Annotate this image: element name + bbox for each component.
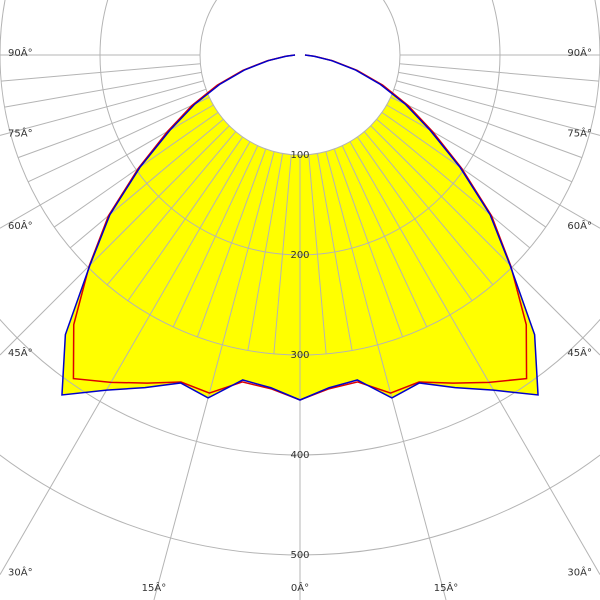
- intensity-curve: [61, 54, 539, 401]
- minor-radial: [341, 145, 428, 328]
- angle-label: 15Â°: [142, 581, 167, 594]
- radial-line: [386, 104, 600, 229]
- angle-label: 45Â°: [567, 346, 592, 359]
- angle-label: 75Â°: [8, 126, 33, 139]
- minor-radial: [376, 118, 531, 249]
- angle-label: 15Â°: [434, 581, 459, 594]
- minor-radial: [127, 136, 244, 302]
- minor-radial: [27, 96, 210, 183]
- radius-label: 500: [290, 550, 309, 561]
- angle-label: 90Â°: [567, 46, 592, 59]
- minor-radial: [106, 131, 237, 286]
- angle-label: 45Â°: [8, 346, 33, 359]
- minor-radial: [53, 111, 219, 228]
- radius-label: 100: [290, 150, 309, 161]
- angle-label: 60Â°: [8, 219, 33, 232]
- minor-radial: [17, 88, 207, 159]
- radius-label: 200: [290, 250, 309, 261]
- minor-radial: [1, 63, 201, 82]
- radius-label: 400: [290, 450, 309, 461]
- radius-label: 300: [290, 350, 309, 361]
- minor-radial: [381, 111, 547, 228]
- minor-radial: [273, 154, 292, 354]
- angle-label: 30Â°: [8, 566, 33, 579]
- minor-radial: [308, 154, 327, 354]
- angle-label: 75Â°: [567, 126, 592, 139]
- radial-line: [0, 141, 251, 575]
- radial-line: [153, 151, 275, 600]
- minor-radial: [399, 63, 599, 82]
- radial-line: [0, 104, 214, 229]
- angle-label: 60Â°: [567, 219, 592, 232]
- minor-radial: [196, 148, 267, 338]
- minor-radial: [316, 153, 353, 351]
- minor-radial: [69, 118, 224, 249]
- angle-label: 30Â°: [567, 566, 592, 579]
- minor-radial: [4, 71, 202, 108]
- minor-radial: [398, 71, 596, 108]
- radial-line: [349, 141, 600, 575]
- radial-line: [396, 80, 600, 136]
- radial-line: [325, 151, 447, 600]
- radial-line: [0, 80, 204, 136]
- radial-line: [370, 125, 600, 356]
- minor-radial: [393, 88, 583, 159]
- minor-radial: [356, 136, 473, 302]
- minor-radial: [363, 131, 494, 286]
- minor-radial: [333, 148, 404, 338]
- angle-label: 90Â°: [8, 46, 33, 59]
- minor-radial: [390, 96, 573, 183]
- inner-disc: [200, 0, 400, 155]
- angle-label: 0Â°: [291, 581, 309, 594]
- minor-radial: [172, 145, 259, 328]
- minor-radial: [247, 153, 284, 351]
- radial-line: [0, 125, 230, 356]
